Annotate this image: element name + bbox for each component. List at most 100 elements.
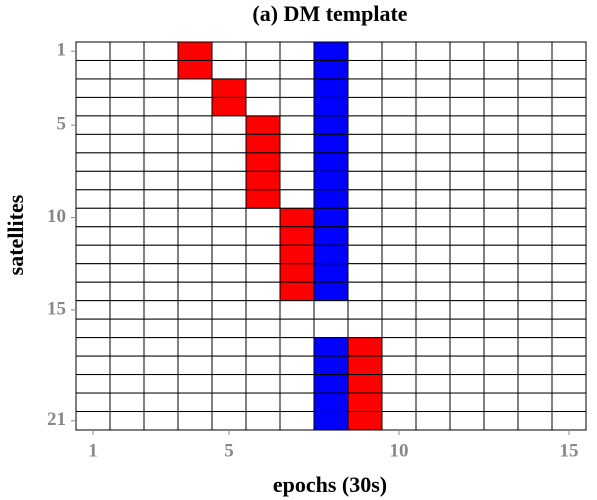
cell (75, 207, 111, 228)
cell (109, 392, 145, 413)
cell (143, 133, 179, 154)
cell (313, 374, 349, 394)
cell (381, 41, 417, 61)
cell (143, 207, 179, 228)
cell (75, 263, 111, 283)
cell (313, 337, 349, 357)
cell (415, 207, 451, 228)
cell (517, 281, 553, 302)
cell (75, 96, 111, 117)
cell (313, 392, 349, 413)
cell (109, 411, 145, 431)
cell (415, 300, 451, 320)
cell (449, 133, 485, 154)
cell (313, 355, 349, 376)
cell (279, 226, 315, 246)
cell (245, 115, 281, 135)
cell (143, 226, 179, 246)
cell (449, 374, 485, 394)
cell (245, 392, 281, 413)
cell (483, 244, 519, 265)
cell (381, 355, 417, 376)
cell (347, 115, 383, 135)
cell (415, 41, 451, 61)
cell (109, 170, 145, 191)
cell (483, 96, 519, 117)
cell (143, 337, 179, 357)
cell (415, 226, 451, 246)
cell (245, 318, 281, 339)
cell (551, 78, 587, 98)
cell (245, 300, 281, 320)
cell (551, 189, 587, 209)
cell (347, 318, 383, 339)
cell (211, 226, 247, 246)
cell (245, 133, 281, 154)
cell (75, 411, 111, 431)
cell (415, 355, 451, 376)
cell (143, 189, 179, 209)
cell (109, 300, 145, 320)
cell (211, 207, 247, 228)
cell (381, 337, 417, 357)
cell (483, 170, 519, 191)
cell (143, 355, 179, 376)
cell (245, 207, 281, 228)
cell (551, 263, 587, 283)
cell (143, 59, 179, 80)
cell (381, 226, 417, 246)
cell (245, 96, 281, 117)
cell (177, 170, 213, 191)
cell (381, 133, 417, 154)
cell (279, 189, 315, 209)
cell (381, 392, 417, 413)
cell (211, 318, 247, 339)
cell (211, 133, 247, 154)
cell (415, 133, 451, 154)
cell (483, 411, 519, 431)
cell (551, 170, 587, 191)
cell (245, 374, 281, 394)
cell (245, 78, 281, 98)
cell (483, 41, 519, 61)
y-tick-label: 21 (47, 409, 66, 430)
cell (381, 115, 417, 135)
cell (143, 374, 179, 394)
cell (109, 78, 145, 98)
cell (143, 78, 179, 98)
cell (109, 133, 145, 154)
cell (211, 355, 247, 376)
cell (551, 318, 587, 339)
cell (449, 207, 485, 228)
cell (381, 59, 417, 80)
cell (279, 392, 315, 413)
cell (143, 263, 179, 283)
x-tick-label: 15 (560, 440, 579, 461)
cell (551, 59, 587, 80)
cell (211, 170, 247, 191)
cell (245, 281, 281, 302)
cell (517, 392, 553, 413)
cell (415, 244, 451, 265)
cell (381, 189, 417, 209)
cell (551, 226, 587, 246)
cell (381, 281, 417, 302)
cell (143, 411, 179, 431)
cell (483, 115, 519, 135)
cell (313, 300, 349, 320)
cell (347, 263, 383, 283)
cell (517, 263, 553, 283)
x-tick-label: 5 (224, 440, 234, 461)
cell (75, 41, 111, 61)
cell (109, 59, 145, 80)
cell (177, 133, 213, 154)
cell (211, 281, 247, 302)
cell (109, 207, 145, 228)
cell (449, 392, 485, 413)
y-tick-label: 15 (47, 298, 66, 319)
cell (245, 355, 281, 376)
cell (313, 207, 349, 228)
cell (347, 244, 383, 265)
cell (415, 170, 451, 191)
cell (517, 170, 553, 191)
